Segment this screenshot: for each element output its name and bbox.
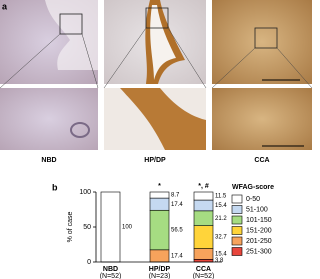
bar-segment — [193, 225, 214, 249]
zoom-box — [59, 13, 83, 35]
zoom-line — [81, 33, 99, 89]
y-tick-label: 0 — [87, 259, 91, 266]
legend-swatch — [231, 247, 243, 256]
bar-annotation: * — [158, 183, 161, 190]
x-tick-sublabel: (N=52) — [193, 273, 215, 279]
nbd-zoom — [0, 88, 98, 150]
bar-segment — [149, 197, 170, 211]
hpdp-zoom-duct — [120, 88, 206, 150]
value-label: 32.7 — [215, 235, 227, 241]
hpdp-lumen — [150, 5, 176, 80]
legend-swatch — [231, 236, 243, 246]
zoom-line — [103, 27, 147, 89]
value-label: 11.5 — [215, 194, 227, 200]
bar-segment — [193, 199, 214, 212]
legend-label: 151-200 — [246, 227, 272, 234]
zoom-line — [211, 47, 256, 89]
bar-segment — [149, 209, 170, 251]
legend-swatch — [231, 215, 243, 225]
nbd-lumen — [45, 0, 98, 70]
nbd-duct — [70, 122, 90, 138]
zoom-box — [254, 27, 278, 49]
column-label: CCA — [254, 157, 269, 164]
y-tick-label: 50 — [83, 224, 91, 231]
value-label: 100 — [122, 225, 133, 231]
chart: b % of case WFAG-score — [52, 182, 274, 242]
legend-swatch — [231, 205, 243, 214]
value-label: 21.2 — [215, 216, 227, 222]
panel-label: a — [2, 1, 8, 11]
legend-swatch — [231, 194, 243, 204]
histology-images — [0, 0, 312, 150]
legend-swatch — [231, 226, 243, 235]
bar-segment — [193, 210, 214, 226]
legend-label: 51-100 — [246, 206, 268, 213]
bar-segment — [149, 191, 170, 199]
legend-title: WFAG-score — [232, 184, 274, 191]
value-label: 8.7 — [171, 193, 180, 199]
value-label: 17.4 — [171, 253, 183, 259]
panel-label: b — [52, 182, 58, 192]
zoom-line — [0, 33, 61, 89]
column-label: NBD — [41, 157, 56, 164]
zoom-box — [145, 7, 169, 29]
bar-segment — [193, 191, 214, 201]
value-label: 56.5 — [171, 228, 183, 234]
value-label: 3.8 — [215, 258, 224, 264]
bar-segment — [149, 249, 170, 263]
legend-label: 0-50 — [246, 196, 260, 203]
figure: a NBD HP/DP CCA b % of case WFAG-score 0… — [0, 0, 312, 279]
legend-label: 101-150 — [246, 217, 272, 224]
x-tick-label: NBD — [103, 266, 118, 273]
legend-label: 251-300 — [246, 248, 272, 255]
zoom-line — [276, 47, 312, 89]
column-label: HP/DP — [144, 157, 166, 164]
y-tick-label: 100 — [79, 189, 91, 196]
value-label: 15.4 — [215, 252, 227, 258]
bar-segment — [100, 191, 121, 263]
y-axis-label: % of case — [67, 212, 74, 243]
cca-image — [212, 0, 312, 84]
x-tick-sublabel: (N=23) — [149, 273, 171, 279]
bar-annotation: *, # — [198, 183, 209, 190]
legend-label: 201-250 — [246, 238, 272, 245]
bar-segment — [193, 248, 214, 260]
cca-zoom — [212, 88, 312, 150]
x-tick-sublabel: (N=52) — [100, 273, 122, 279]
value-label: 17.4 — [171, 202, 183, 208]
value-label: 15.4 — [215, 203, 227, 209]
x-tick-label: HP/DP — [149, 266, 171, 273]
zoom-line — [167, 27, 207, 89]
x-tick-label: CCA — [196, 266, 211, 273]
